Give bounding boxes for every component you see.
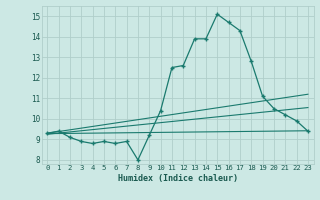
X-axis label: Humidex (Indice chaleur): Humidex (Indice chaleur) [118, 174, 237, 183]
